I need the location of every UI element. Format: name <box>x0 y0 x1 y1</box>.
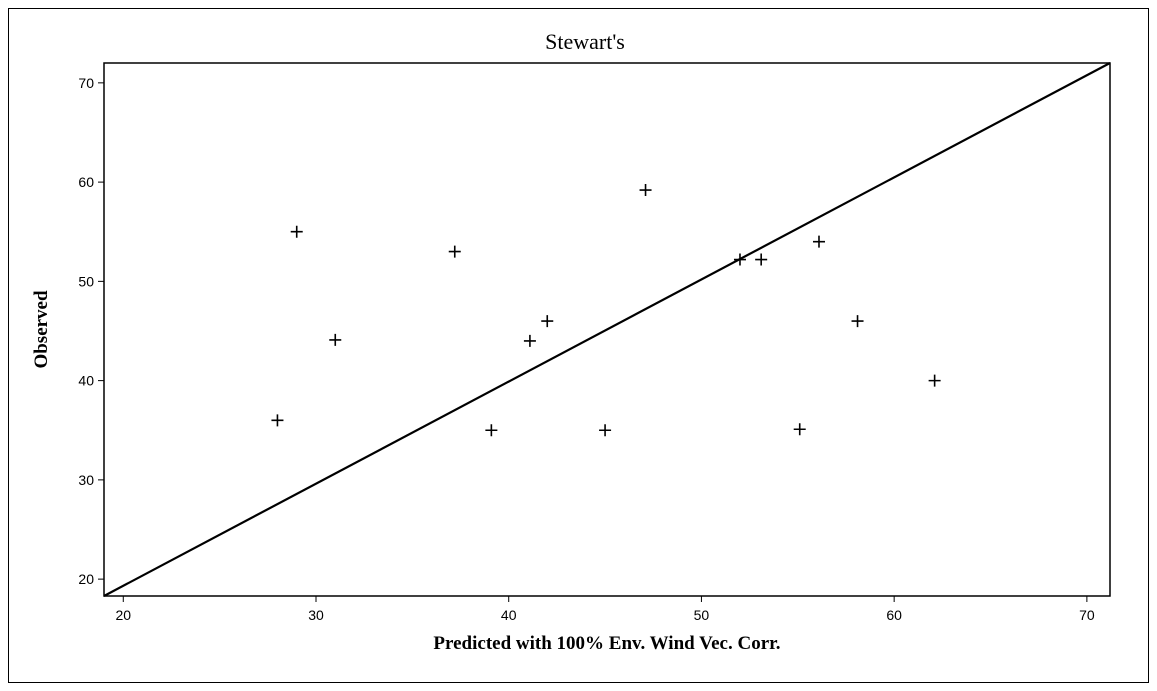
y-axis-label: Observed <box>31 290 52 369</box>
data-point <box>639 184 652 197</box>
data-point <box>733 253 746 266</box>
x-tick-label: 50 <box>694 607 710 623</box>
y-tick-label: 20 <box>78 571 94 587</box>
data-point <box>812 235 825 248</box>
data-marks <box>103 62 1111 597</box>
data-point <box>928 374 941 387</box>
data-point <box>851 315 864 328</box>
data-point <box>329 333 342 346</box>
data-point <box>448 245 461 258</box>
chart-svg: Stewart's 20 30 40 50 60 70 20 30 40 50 60 70 Predi… <box>31 29 1111 654</box>
y-tick-label: 30 <box>78 472 94 488</box>
reference-line <box>103 62 1111 597</box>
data-point <box>755 253 768 266</box>
data-point <box>290 225 303 238</box>
x-tick-label: 20 <box>115 607 131 623</box>
data-point <box>523 334 536 347</box>
data-point <box>793 423 806 436</box>
chart-title: Stewart's <box>545 29 625 54</box>
x-tick-label: 70 <box>1079 607 1095 623</box>
y-tick-label: 70 <box>78 75 94 91</box>
y-tick-label: 40 <box>78 373 94 389</box>
y-tick-label: 60 <box>78 174 94 190</box>
x-axis-label: Predicted with 100% Env. Wind Vec. Corr. <box>433 633 780 654</box>
data-point <box>485 424 498 437</box>
y-tick-label: 50 <box>78 273 94 289</box>
data-point <box>271 414 284 427</box>
data-point <box>599 424 612 437</box>
x-tick-label: 60 <box>886 607 902 623</box>
x-tick-label: 30 <box>308 607 324 623</box>
plot-area <box>103 62 1111 597</box>
data-point <box>541 315 554 328</box>
x-tick-label: 40 <box>501 607 517 623</box>
chart-frame: Stewart's 20 30 40 50 60 70 20 30 40 50 60 70 Predi… <box>8 8 1149 683</box>
axis-ticks: 20 30 40 50 60 70 20 30 40 50 60 70 <box>78 75 1094 623</box>
